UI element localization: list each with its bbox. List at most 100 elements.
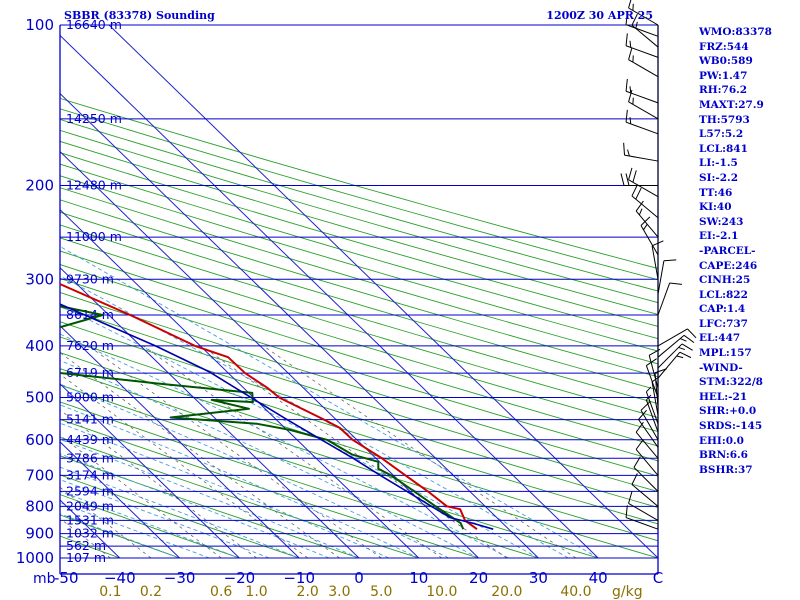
wind-barb [657, 328, 697, 347]
pressure-tick-label: 1000 [16, 549, 54, 567]
mixing-ratio-unit-label: g/kg [612, 584, 643, 600]
wind-barb [623, 142, 659, 162]
isobar-height-label: 2049 m [66, 498, 114, 513]
wind-barb [628, 89, 659, 120]
temperature-tick-label: −10 [283, 569, 315, 587]
sounding-index-item: LCL:822 [699, 288, 748, 301]
wind-barb-flag [629, 40, 632, 48]
wind-barb-flag [628, 89, 633, 102]
wind-barb-flag [643, 223, 648, 231]
wind-barb-flag [625, 12, 628, 25]
sounding-index-item: EI:-2.1 [699, 230, 739, 243]
wind-barb-shaft [638, 419, 659, 448]
temperature-tick-label: 10 [409, 569, 428, 587]
wind-barb-flag [625, 33, 628, 46]
wind-barb [651, 377, 659, 416]
wind-barb-flag [651, 377, 658, 383]
sounding-index-item: -WIND- [699, 361, 743, 374]
wind-barb-shaft [628, 179, 659, 198]
wind-barb-flag [628, 491, 633, 504]
sounding-index-item: FRZ:544 [699, 40, 749, 53]
wind-barb-shaft [657, 282, 671, 316]
wind-barb [635, 200, 659, 238]
wind-barb-shaft [657, 343, 683, 369]
y-axis-unit-label: mb [33, 571, 56, 587]
wind-barb [625, 78, 659, 104]
wind-barb-flag [632, 170, 637, 183]
wind-barb-flag [623, 142, 626, 156]
mixing-ratio-tick-label: 0.1 [99, 584, 121, 600]
isobar-height-label: 2594 m [66, 483, 114, 498]
wind-barb-flag [640, 401, 651, 411]
wind-barb-shaft [657, 334, 685, 358]
wind-barb-flag [648, 348, 661, 356]
wind-barb-flag [631, 473, 638, 485]
isotherm-line [60, 150, 479, 559]
wind-barb-flag [669, 282, 682, 285]
pressure-tick-label: 600 [25, 431, 54, 449]
isotherm-line [60, 34, 599, 559]
wind-barb-flag [635, 439, 644, 450]
wind-barb [631, 184, 659, 219]
isobar-height-label: 7620 m [66, 338, 114, 353]
wind-barb-flag [678, 346, 686, 351]
wind-barb [638, 409, 659, 448]
temperature-tick-label: 40 [589, 569, 608, 587]
isobar-height-label: 4439 m [66, 432, 114, 447]
sounding-index-item: SI:-2.2 [699, 171, 738, 184]
wind-barb-flag [633, 456, 641, 468]
sounding-index-item: SW:243 [699, 215, 744, 228]
wind-barb-flag [635, 21, 638, 29]
isobar-height-label: 9730 m [66, 271, 114, 286]
wind-barb [657, 334, 695, 358]
wind-barb-shaft [631, 484, 659, 507]
moist-adiabat-line [60, 245, 599, 559]
isobar-height-label: 5141 m [66, 412, 114, 427]
wind-barb-flag [638, 409, 647, 420]
sounding-index-item: MAXT:27.9 [699, 98, 764, 111]
sounding-index-item: EL:447 [699, 332, 741, 345]
mixing-ratio-tick-label: 40.0 [560, 584, 591, 600]
sounding-index-item: CAP:1.4 [699, 303, 746, 316]
wind-barb-flag [683, 334, 695, 344]
wind-barb-shaft [651, 245, 659, 280]
wind-barb-shaft [635, 449, 659, 476]
sounding-index-item: CINH:25 [699, 274, 751, 287]
isobar-height-label: 6719 m [66, 365, 114, 380]
wind-barb-shaft [628, 101, 659, 120]
sounding-index-item: LCL:841 [699, 142, 748, 155]
isotherm-line [60, 325, 300, 559]
temperature-tick-label: 20 [469, 569, 488, 587]
wind-barb-shaft [640, 225, 659, 256]
wind-barb [640, 401, 659, 441]
wind-barb [657, 259, 677, 295]
isobar-height-label: 3786 m [66, 450, 114, 465]
isobar-height-label: 107 m [66, 550, 106, 565]
moist-adiabat-line [60, 333, 509, 559]
pressure-tick-label: 100 [25, 16, 54, 34]
wind-barb-shaft [651, 381, 659, 416]
wind-barb [640, 216, 659, 256]
sounding-index-item: STM:322/8 [699, 376, 763, 389]
isotherm-line [60, 267, 360, 559]
wind-barb [628, 47, 659, 78]
wind-barb [625, 109, 659, 135]
isobar-height-label: 12480 m [66, 177, 122, 192]
mixing-ratio-tick-label: 20.0 [491, 584, 522, 600]
isotherm-line [60, 92, 539, 559]
wind-barb-flag [679, 351, 692, 359]
wind-barb-flag [651, 240, 664, 247]
mixing-ratio-tick-label: 1.0 [245, 584, 267, 600]
wind-barb [645, 386, 659, 424]
wind-barb-flag [625, 505, 628, 518]
wind-barb-flag [680, 338, 687, 342]
wind-barb-flag [646, 386, 652, 393]
wind-barb [620, 173, 658, 186]
wind-barb [628, 491, 659, 521]
sounding-index-item: LFC:737 [699, 317, 748, 330]
wind-barb [635, 421, 659, 459]
wind-barb-shaft [628, 7, 659, 26]
wind-barb-shaft [628, 59, 659, 78]
wind-barbs [620, 0, 697, 530]
